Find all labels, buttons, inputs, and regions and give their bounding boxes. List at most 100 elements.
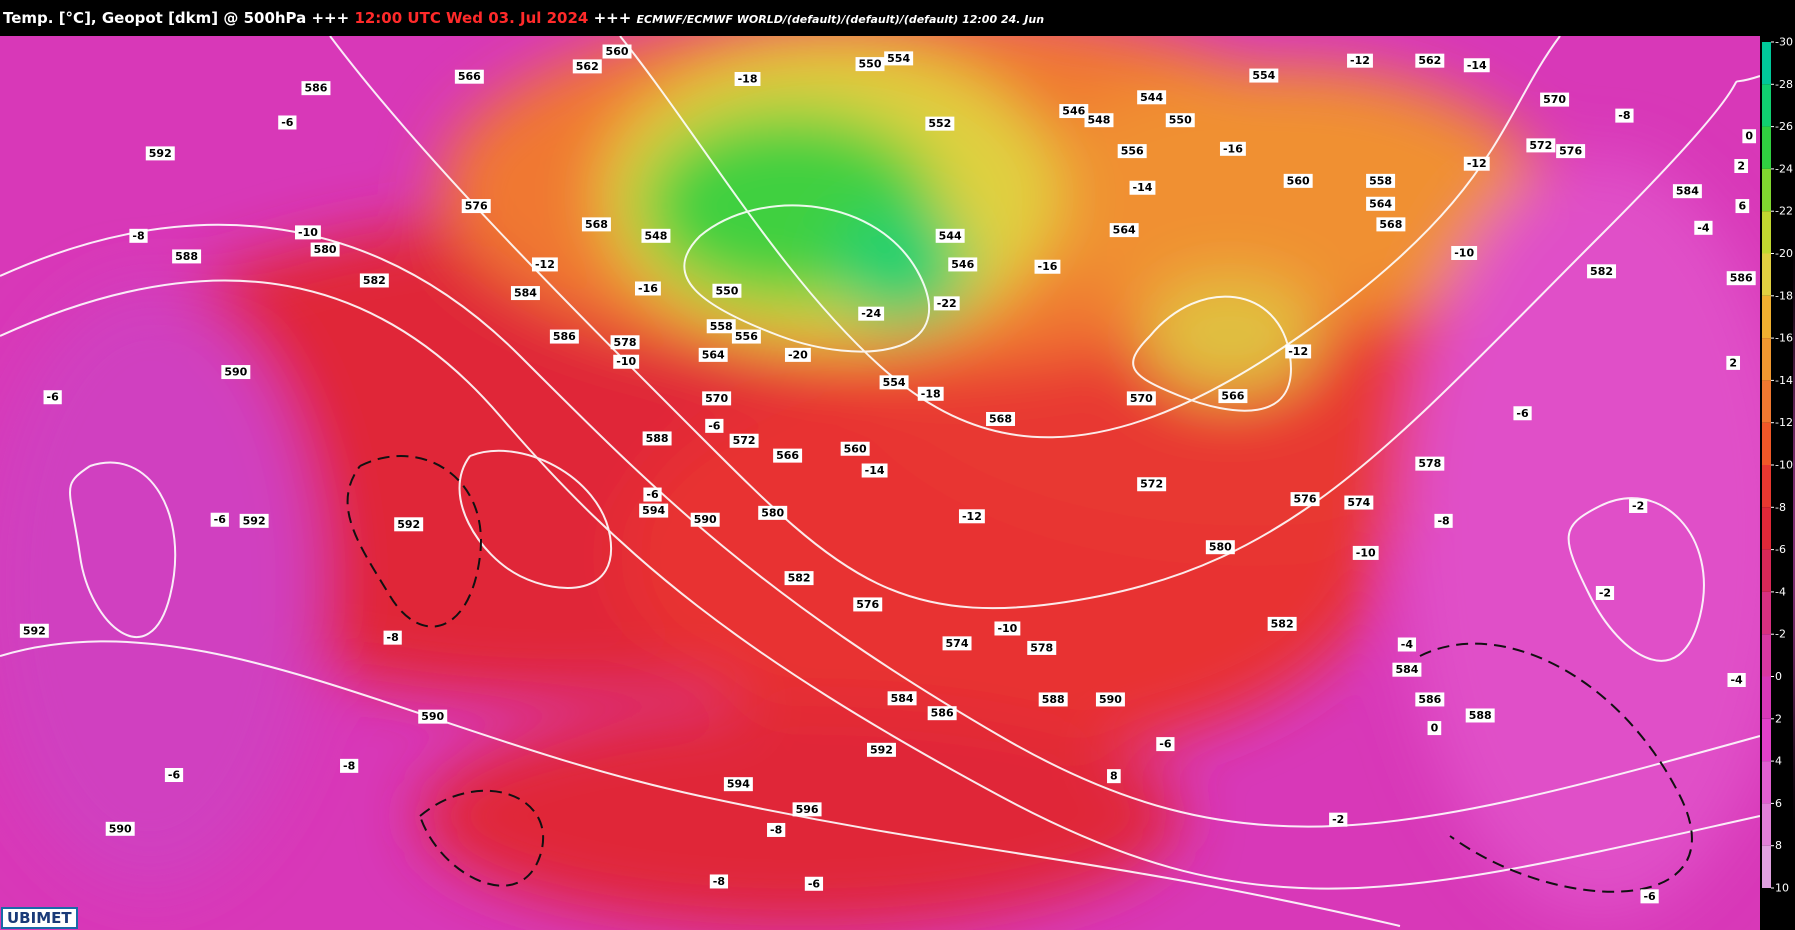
contour-label: -18 [921,387,941,400]
colorbar: -30-28-26-24-22-20-18-16-14-12-10-8-6-4-… [1760,36,1793,930]
contour-label: 558 [1369,174,1392,187]
label-box [698,347,728,362]
label-box [531,257,558,272]
label-box [773,448,803,463]
contour-label: 556 [1121,145,1144,158]
label-box [994,621,1021,636]
map: 566 586 -6 592 -8 588 -10 580 582 576 568 548 -18 550… [0,36,1795,930]
label-box [359,273,389,288]
label-box [340,758,359,773]
label-box [1109,223,1139,238]
contour-label: -22 [937,297,957,310]
contour-label: 582 [1590,265,1613,278]
label-box [642,431,672,446]
label-box [210,512,229,527]
label-box [105,821,135,836]
label-box [1397,637,1417,652]
contour-label: 592 [397,518,420,531]
contour-label: -14 [1133,181,1153,194]
contour-label: -4 [1401,638,1414,651]
label-box [887,691,917,706]
contour-label: 546 [951,258,974,271]
contour-label: 586 [1730,272,1753,285]
contour-label: 550 [1169,114,1192,127]
contour-label: -12 [1350,54,1370,67]
colorbar-label: 0 [1775,670,1782,683]
contour-label: 576 [465,200,488,213]
contour-label: 568 [1379,218,1402,231]
label-box [1137,477,1167,492]
label-box [784,347,811,362]
contour-label: 586 [931,707,954,720]
label-box [1640,889,1659,904]
label-box [572,59,602,74]
label-box [958,509,985,524]
dashed-contours [346,455,1693,893]
colorbar-label: -20 [1775,247,1793,260]
label-box [1587,264,1617,279]
label-box [310,242,340,257]
contour-label: -6 [47,391,60,404]
label-box [239,513,269,528]
label-box [1540,92,1570,107]
label-box [1595,585,1615,600]
contour-label: 582 [363,274,386,287]
colorbar-label: -30 [1775,36,1793,49]
colorbar-label: -6 [1775,543,1786,556]
contour-label: -8 [770,823,782,836]
separator: +++ [593,9,632,27]
label-box [1556,144,1586,159]
label-box [1434,513,1453,528]
colorbar-label: -2 [1775,628,1786,641]
colorbar-segment [1762,168,1771,212]
label-box [610,335,640,350]
label-box [1219,141,1246,156]
label-box [1329,812,1348,827]
label-box [1059,104,1089,119]
label-box [172,249,202,264]
label-box [1283,173,1313,188]
label-box [301,81,331,96]
colorbar-label: -26 [1775,120,1793,133]
colorbar-segment [1762,676,1771,719]
contour-label: 584 [1395,663,1418,676]
label-box [394,517,424,532]
contour-label: -12 [1467,157,1487,170]
contour-label: 592 [870,743,893,756]
label-box [1726,355,1741,370]
label-box [639,503,669,518]
contour-label: 566 [458,70,481,83]
contour-label: -12 [535,258,555,271]
contour-label: -6 [646,488,659,501]
logo: UBIMET [1,907,78,929]
contour-label: 584 [1676,185,1699,198]
label-box [1095,692,1125,707]
label-box [784,571,814,586]
label-box [1694,220,1713,235]
label-box [804,876,824,891]
contour-label: -10 [616,355,636,368]
contour-label: -14 [865,464,885,477]
label-box [1347,53,1373,68]
label-box [1267,616,1297,631]
colorbar-label: 8 [1775,839,1782,852]
label-box [383,630,402,645]
contour-labels: 566 586 -6 592 -8 588 -10 580 582 576 568 548 -18 550… [19,44,1757,904]
label-box [1205,540,1235,555]
colorbar-segment [1762,253,1771,296]
contour-label: 8 [1110,770,1118,783]
contour-label: 554 [1252,69,1275,82]
contour-label: 570 [705,392,728,405]
contour-label: 548 [644,229,667,242]
colorbar-segment [1762,803,1771,846]
contour-label: 564 [1369,197,1392,210]
contour-label: 580 [1209,541,1232,554]
label-box [1034,259,1061,274]
contour-label: 592 [23,624,46,637]
contour-label: -6 [281,116,294,129]
label-box [709,874,729,889]
contour-label: 546 [1062,105,1085,118]
label-box [758,505,788,520]
colorbar-segment [1762,761,1771,804]
colorbar-segment [1762,718,1771,762]
